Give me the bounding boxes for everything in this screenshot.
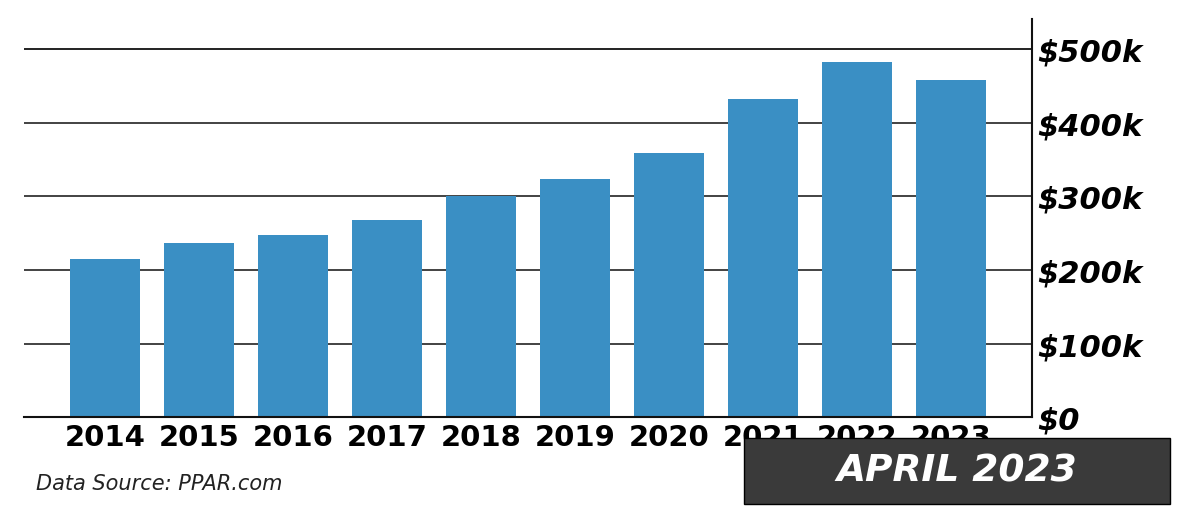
Bar <box>540 180 611 417</box>
Text: Data Source: PPAR.com: Data Source: PPAR.com <box>36 473 282 494</box>
Bar <box>164 243 234 417</box>
Bar <box>70 259 140 417</box>
Text: APRIL 2023: APRIL 2023 <box>836 453 1078 489</box>
Bar <box>445 197 516 417</box>
Bar <box>258 235 329 417</box>
Bar <box>634 154 704 417</box>
Bar <box>352 220 422 417</box>
FancyBboxPatch shape <box>744 438 1170 504</box>
Bar <box>822 63 892 417</box>
Bar <box>727 100 798 417</box>
Bar <box>916 80 986 417</box>
